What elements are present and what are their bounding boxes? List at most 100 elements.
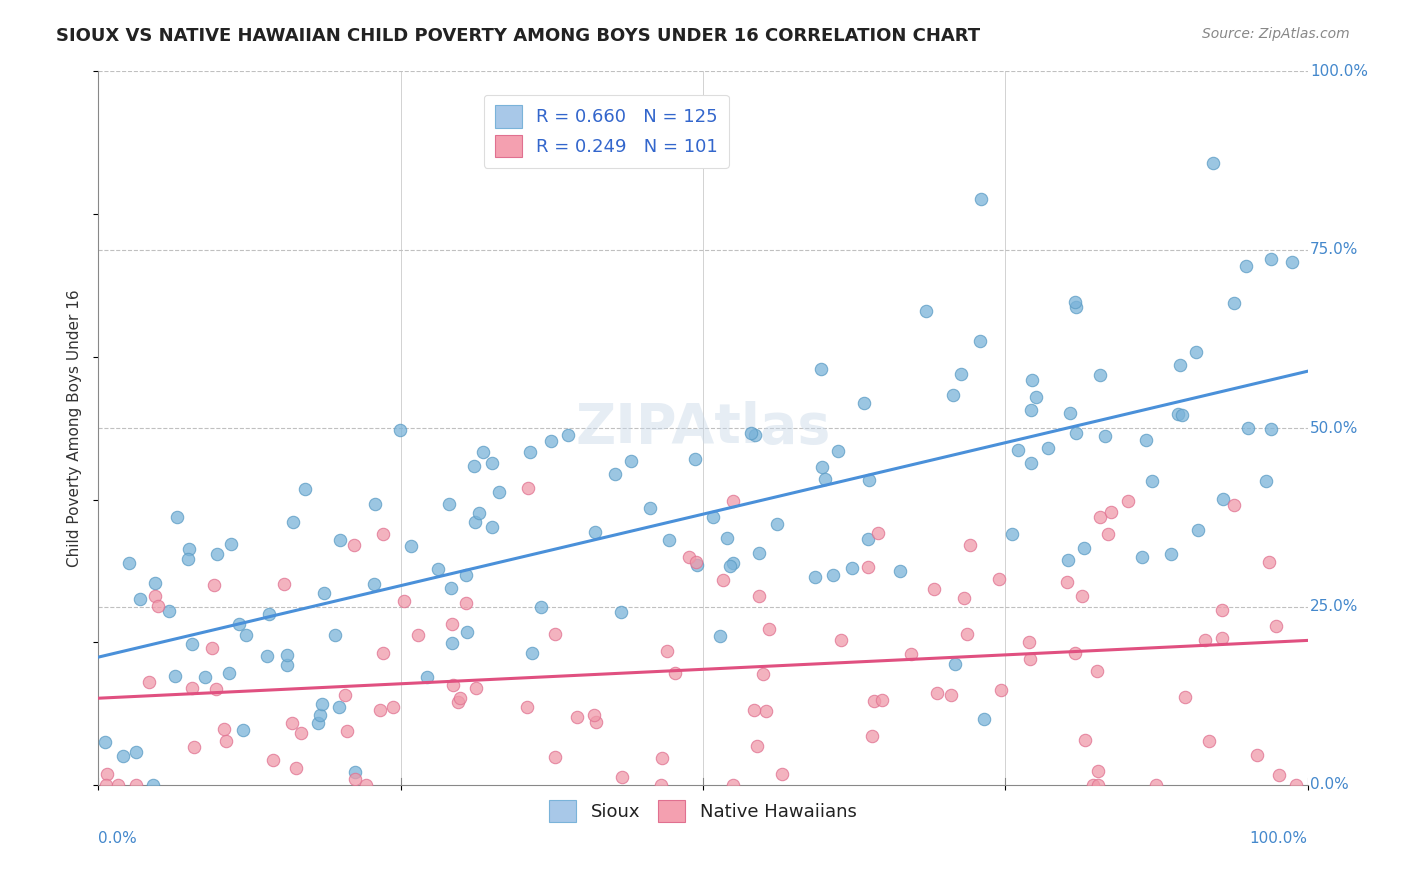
Point [544, 750, 567, 764]
Point [811, 460, 834, 475]
Point [1130, 550, 1153, 565]
Point [118, 556, 141, 570]
Point [344, 765, 367, 780]
Point [406, 627, 429, 641]
Point [959, 537, 981, 551]
Point [1223, 498, 1246, 512]
Point [125, 778, 148, 792]
Point [201, 640, 224, 655]
Point [922, 582, 945, 597]
Text: Source: ZipAtlas.com: Source: ZipAtlas.com [1202, 27, 1350, 41]
Point [1260, 252, 1282, 267]
Point [481, 519, 503, 533]
Point [456, 624, 478, 639]
Point [827, 443, 849, 458]
Point [702, 510, 724, 524]
Point [810, 362, 832, 376]
Point [143, 576, 166, 591]
Point [803, 570, 825, 584]
Point [371, 527, 394, 541]
Point [235, 628, 257, 642]
Point [1194, 633, 1216, 648]
Point [1056, 575, 1078, 590]
Point [1063, 295, 1085, 310]
Point [262, 753, 284, 767]
Point [205, 547, 228, 561]
Point [401, 539, 423, 553]
Point [953, 591, 976, 605]
Point [990, 683, 1012, 698]
Point [1187, 523, 1209, 537]
Point [658, 533, 681, 547]
Text: 100.0%: 100.0% [1310, 64, 1368, 78]
Point [889, 564, 911, 578]
Point [519, 445, 541, 459]
Point [146, 599, 169, 613]
Point [311, 697, 333, 711]
Point [202, 577, 225, 591]
Point [312, 586, 335, 600]
Point [177, 541, 200, 556]
Point [363, 576, 385, 591]
Point [943, 657, 966, 672]
Point [1237, 421, 1260, 435]
Point [1171, 408, 1194, 422]
Point [942, 388, 965, 402]
Point [388, 423, 411, 437]
Point [1144, 778, 1167, 792]
Point [284, 761, 307, 775]
Point [1202, 156, 1225, 170]
Point [1265, 618, 1288, 632]
Point [112, 749, 135, 764]
Point [863, 694, 886, 708]
Point [1099, 505, 1122, 519]
Point [1001, 526, 1024, 541]
Point [1057, 553, 1080, 567]
Point [1085, 664, 1108, 678]
Point [755, 704, 778, 718]
Point [520, 646, 543, 660]
Point [1097, 526, 1119, 541]
Point [328, 699, 350, 714]
Point [583, 524, 606, 539]
Point [142, 778, 165, 792]
Point [276, 657, 298, 672]
Point [1021, 373, 1043, 387]
Point [356, 778, 378, 792]
Point [530, 600, 553, 615]
Point [638, 501, 661, 516]
Point [862, 729, 884, 743]
Point [364, 497, 387, 511]
Point [125, 744, 148, 758]
Point [685, 555, 707, 569]
Point [336, 723, 359, 738]
Point [721, 557, 744, 571]
Point [1087, 764, 1109, 779]
Point [721, 493, 744, 508]
Point [157, 604, 180, 618]
Point [276, 648, 298, 662]
Y-axis label: Child Poverty Among Boys Under 16: Child Poverty Among Boys Under 16 [67, 289, 83, 567]
Point [343, 772, 366, 787]
Point [742, 703, 765, 717]
Point [1018, 635, 1040, 649]
Point [467, 506, 489, 520]
Point [194, 670, 217, 684]
Point [439, 581, 461, 595]
Point [294, 482, 316, 496]
Point [770, 767, 793, 781]
Point [392, 594, 415, 608]
Point [987, 572, 1010, 586]
Point [685, 452, 707, 467]
Point [218, 666, 240, 681]
Point [720, 558, 742, 573]
Point [941, 688, 963, 702]
Point [1174, 690, 1197, 704]
Point [166, 510, 188, 524]
Point [138, 675, 160, 690]
Point [283, 516, 305, 530]
Point [814, 472, 837, 486]
Point [745, 739, 768, 753]
Point [949, 367, 972, 381]
Point [841, 561, 863, 575]
